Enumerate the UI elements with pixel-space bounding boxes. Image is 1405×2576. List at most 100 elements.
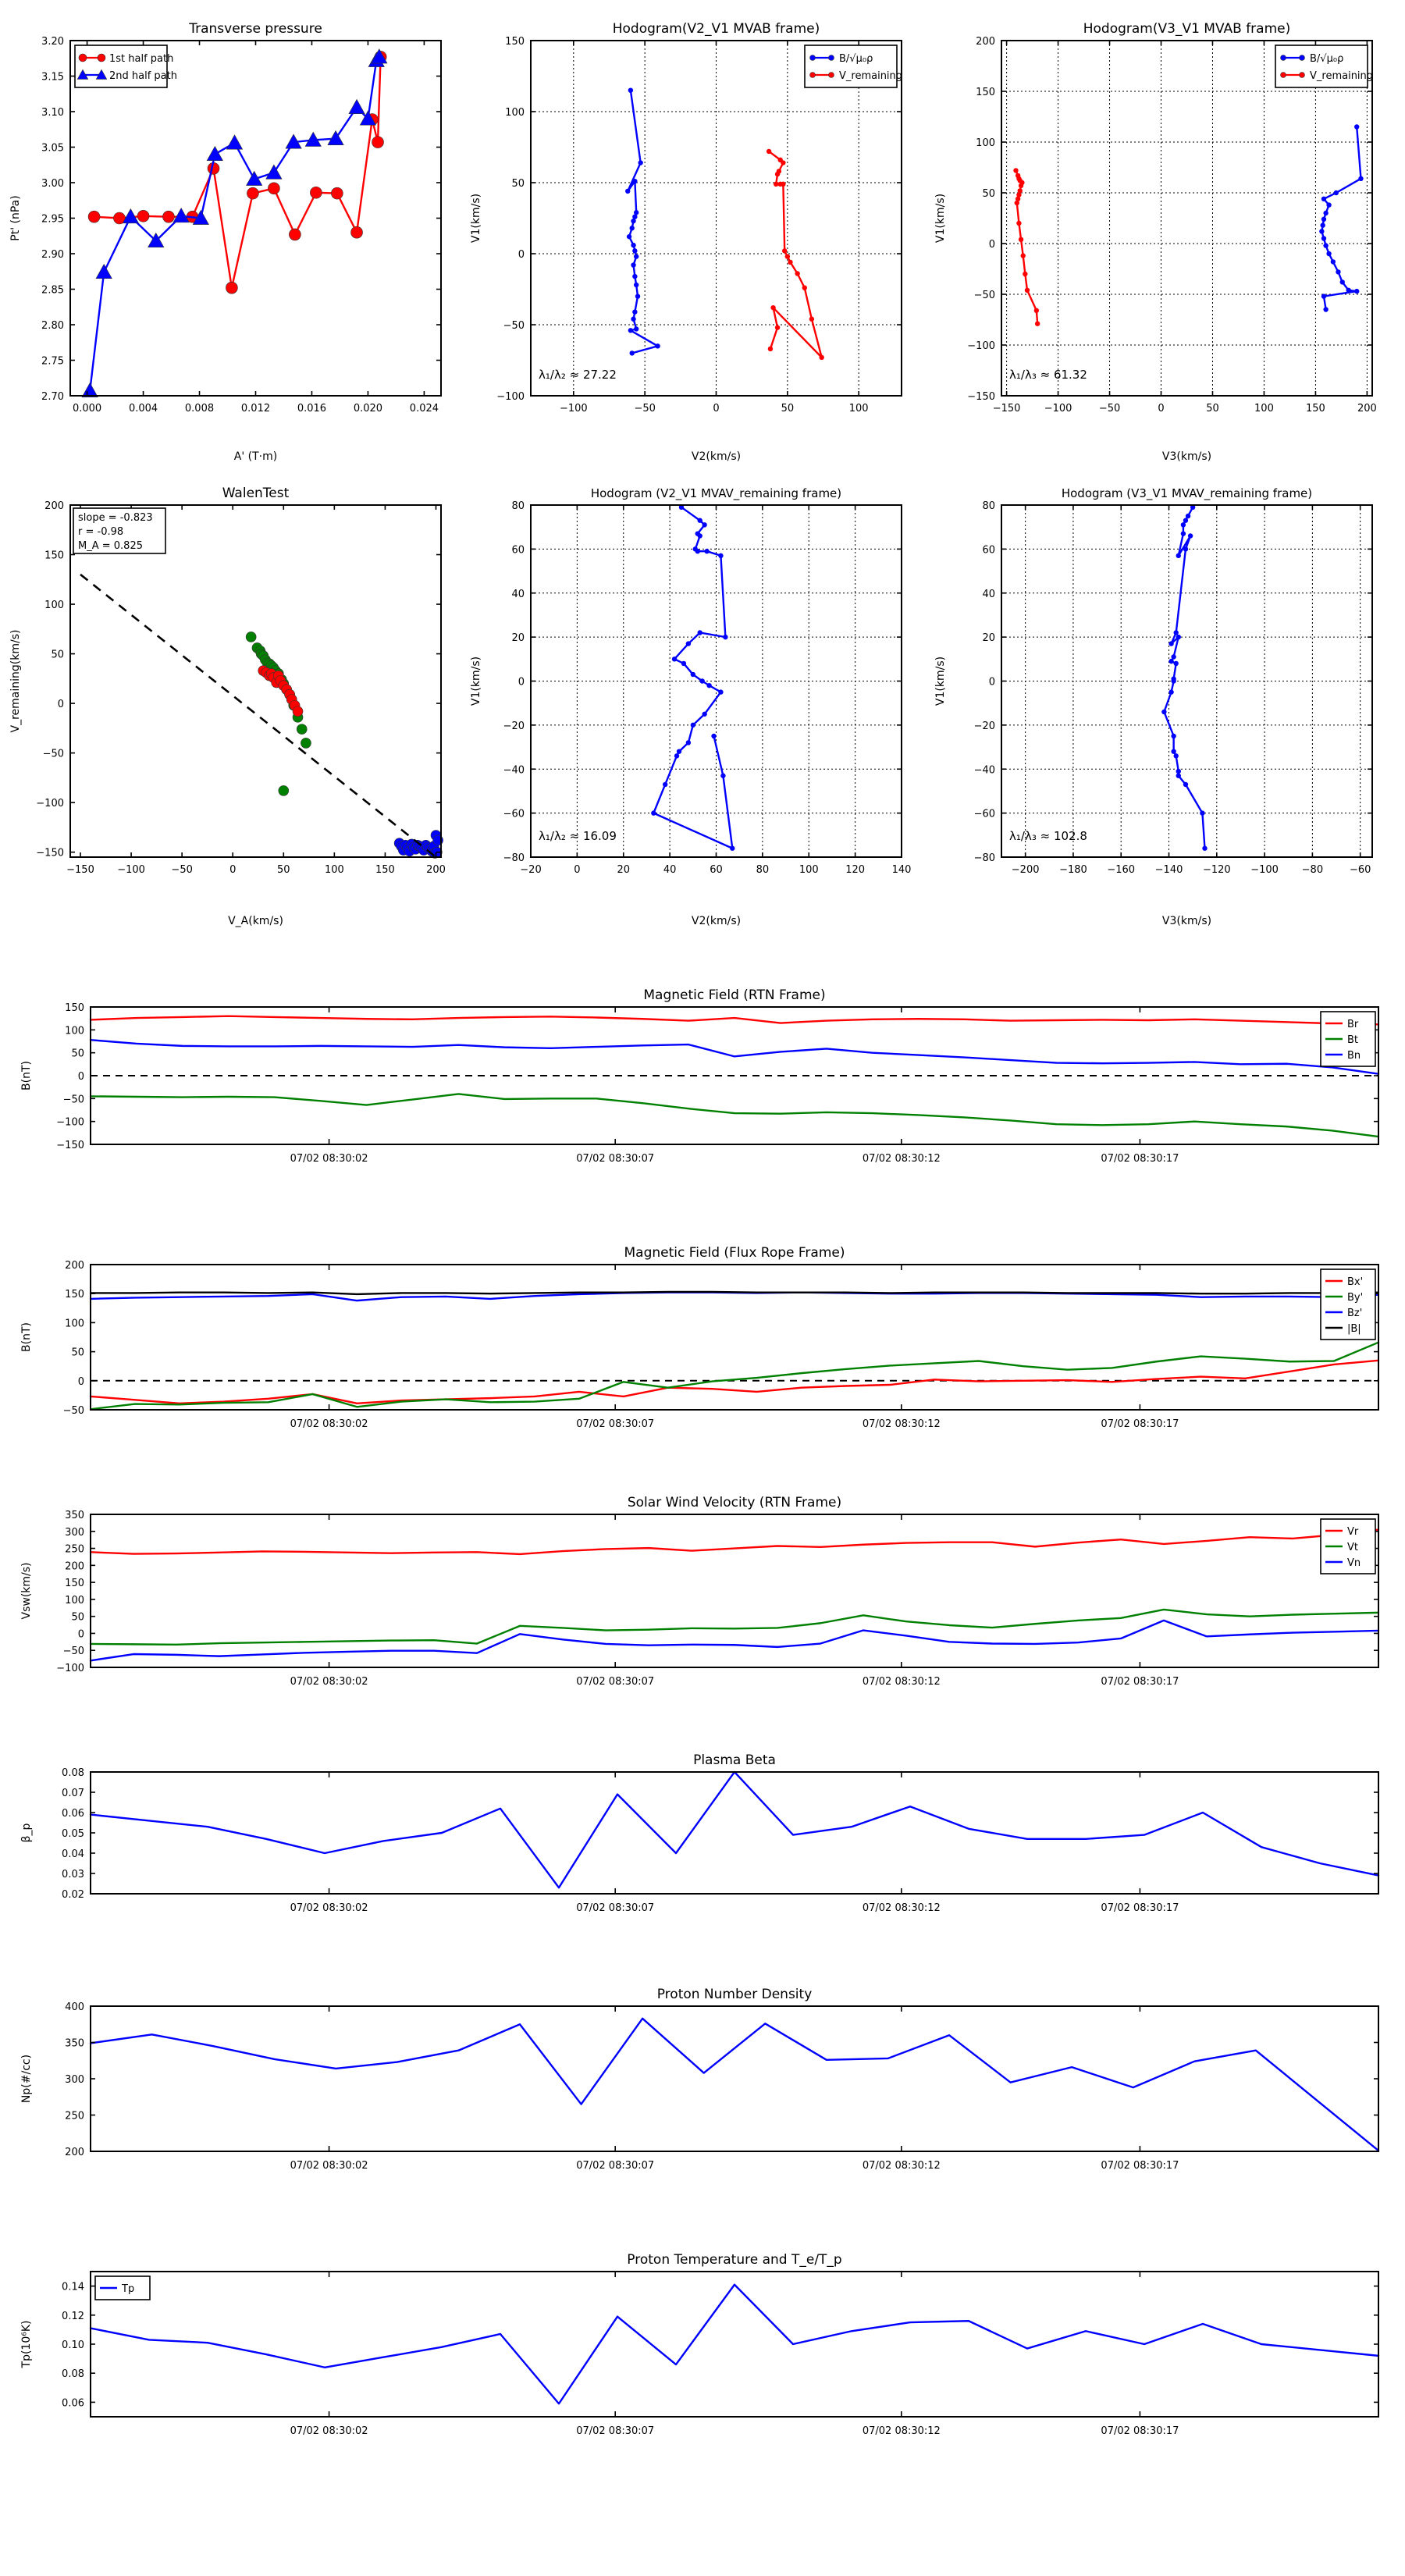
data-point (723, 634, 728, 640)
eigenvalue-ratio-annotation: λ₁/λ₃ ≈ 102.8 (1009, 829, 1087, 843)
legend-label: 1st half path (109, 53, 173, 65)
data-point (662, 781, 668, 788)
x-tick-label: 150 (1306, 403, 1325, 415)
y-tick-label: 0 (78, 1628, 84, 1640)
data-point (1336, 269, 1341, 275)
y-tick-label: 2.80 (41, 320, 64, 332)
y-tick-label: 2.75 (41, 356, 64, 368)
chart-magnetic-field-flux-rope: Magnetic Field (Flux Rope Frame) −50 0 50 10… (16, 1233, 1389, 1452)
series-line (627, 89, 659, 354)
data-point (278, 785, 290, 796)
y-tick-label: −50 (63, 1405, 84, 1417)
data-point (1014, 200, 1019, 206)
x-tick-label: 07/02 08:30:02 (290, 1902, 368, 1914)
y-axis-label: V1(km/s) (470, 656, 482, 706)
data-point (626, 233, 632, 240)
series-line (653, 506, 734, 849)
legend-label: |B| (1347, 1323, 1361, 1335)
x-tick-label: 07/02 08:30:17 (1101, 2160, 1179, 2172)
data-point (206, 145, 223, 161)
chart-proton-number-density: Proton Number Density 200 250 300 350 400 07/0… (16, 1975, 1389, 2194)
x-tick-label: −150 (66, 864, 94, 876)
panel-title: Proton Temperature and T_e/T_p (627, 2252, 841, 2268)
panel-title: Proton Number Density (657, 1987, 813, 2002)
y-tick-label: 60 (511, 544, 525, 556)
data-point (690, 671, 696, 678)
y-tick-label: 50 (71, 1347, 84, 1359)
data-point (795, 271, 800, 276)
y-axis-label: V1(km/s) (470, 194, 482, 243)
legend-label: Br (1347, 1019, 1359, 1030)
data-point (304, 131, 322, 147)
data-point (226, 134, 244, 150)
data-point (1323, 307, 1329, 312)
series-2 (258, 665, 304, 717)
series-Bt (89, 1093, 1380, 1138)
y-tick-label: 150 (976, 87, 995, 98)
y-tick-label: 3.05 (41, 143, 64, 155)
y-axis-label: Tp(10⁶K) (20, 2321, 33, 2369)
data-point (1018, 183, 1024, 189)
axes-frame (90, 1514, 1379, 1668)
data-point (828, 72, 834, 78)
data-point (1018, 237, 1024, 242)
y-tick-label: 0 (78, 1376, 84, 1388)
y-tick-label: −150 (36, 848, 64, 859)
data-point (97, 53, 106, 62)
data-point (720, 773, 726, 778)
panel-title: Magnetic Field (Flux Rope Frame) (624, 1245, 845, 1261)
data-point (632, 178, 638, 184)
chart-hodogram-v3v1-mvav: Hodogram (V3_V1 MVAV_remaining frame) −20… (933, 472, 1389, 929)
y-tick-label: −50 (63, 1646, 84, 1657)
data-point (631, 218, 636, 224)
data-point (781, 160, 786, 165)
data-point (1323, 210, 1329, 216)
x-tick-label: 07/02 08:30:02 (290, 2160, 368, 2172)
y-tick-label: 0.12 (62, 2311, 84, 2322)
x-axis-label: V3(km/s) (1162, 450, 1211, 463)
data-point (285, 133, 302, 149)
data-point (1354, 124, 1360, 130)
series-Vt (89, 1608, 1380, 1646)
data-point (95, 69, 108, 80)
data-point (631, 316, 636, 322)
data-point (1299, 72, 1305, 78)
series-Bx' (89, 1359, 1380, 1405)
y-tick-label: 100 (65, 1595, 84, 1606)
x-tick-label: 40 (663, 864, 677, 876)
y-tick-label: 150 (505, 36, 525, 48)
y-tick-label: 200 (65, 2147, 84, 2158)
axes-frame (90, 1264, 1379, 1411)
y-tick-label: −100 (967, 340, 995, 352)
x-tick-label: 60 (710, 864, 723, 876)
data-point (1326, 251, 1332, 257)
data-point (718, 689, 724, 695)
y-tick-label: 0.06 (62, 2397, 84, 2409)
legend-label: Vr (1347, 1526, 1359, 1538)
axes-frame (90, 2271, 1379, 2418)
x-tick-label: 200 (1357, 403, 1377, 415)
x-axis-label: V_A(km/s) (228, 915, 283, 927)
legend-label: By' (1347, 1292, 1363, 1304)
y-tick-label: 50 (982, 188, 995, 200)
data-point (1190, 504, 1196, 511)
eigenvalue-ratio-annotation: λ₁/λ₂ ≈ 27.22 (539, 368, 617, 382)
y-tick-label: 100 (505, 107, 525, 119)
y-axis-label: β_p (20, 1823, 33, 1842)
x-tick-label: 07/02 08:30:12 (863, 1153, 941, 1165)
data-point (1171, 733, 1176, 739)
data-point (718, 553, 724, 559)
x-tick-label: 50 (277, 864, 290, 876)
data-point (95, 263, 112, 279)
x-tick-label: 20 (617, 864, 630, 876)
x-tick-label: −200 (1012, 864, 1040, 876)
data-point (809, 72, 816, 78)
legend-label: Vt (1347, 1542, 1358, 1553)
x-tick-label: 140 (892, 864, 912, 876)
data-point (633, 254, 639, 259)
x-tick-label: 07/02 08:30:12 (863, 2160, 941, 2172)
y-tick-label: 0 (58, 699, 64, 710)
y-tick-label: 250 (65, 1544, 84, 1556)
data-point (162, 210, 175, 223)
data-point (1319, 229, 1325, 234)
